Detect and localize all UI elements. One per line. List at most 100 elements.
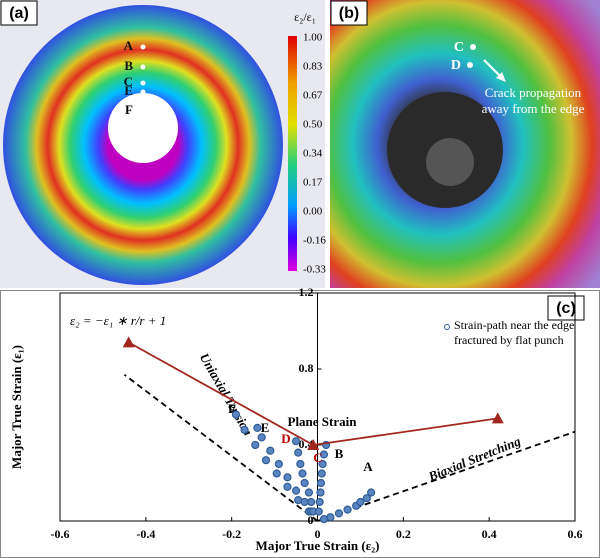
strain-point xyxy=(291,437,301,446)
annotation: Plane Strain xyxy=(288,414,358,429)
x-tick-label: 0.6 xyxy=(568,527,583,541)
x-tick-label: 0 xyxy=(315,527,321,541)
limit-line xyxy=(128,341,498,446)
triangle-marker xyxy=(122,336,135,348)
strain-point xyxy=(356,497,365,507)
point-label: C xyxy=(454,40,464,55)
annotation: B xyxy=(335,446,344,461)
strain-point xyxy=(314,507,323,516)
strain-point xyxy=(266,446,275,455)
punch-center xyxy=(426,138,474,186)
reference-line xyxy=(123,373,319,522)
colorbar-label: 1.00 xyxy=(303,32,323,44)
panel-label-box xyxy=(0,0,38,26)
strain-point xyxy=(316,488,325,497)
hole xyxy=(108,93,178,163)
x-tick-label: 0.4 xyxy=(482,527,497,541)
strain-point xyxy=(296,459,305,469)
legend-label: Strain-path near the edge fractured by f… xyxy=(454,318,575,347)
x-tick-label: -0.6 xyxy=(51,527,70,541)
legend-box: Strain-path near the edge fractured by f… xyxy=(454,318,575,347)
point-dot xyxy=(140,44,146,50)
colorbar-title: ε₂/ε₁ xyxy=(294,10,316,24)
point-dot xyxy=(140,98,146,104)
triangle-marker xyxy=(307,439,320,450)
strain-point xyxy=(343,505,352,514)
strain-point xyxy=(318,459,327,469)
triangle-marker xyxy=(491,412,504,424)
strain-point xyxy=(319,450,329,459)
strain-point xyxy=(362,494,371,503)
y-tick-label: 0 xyxy=(308,513,314,527)
equation: ε₂ = −ε₁ ∗ r/r + 1 xyxy=(70,313,166,328)
annotation: away from the edge xyxy=(482,101,585,116)
reference-label: Biaxial Stretching xyxy=(425,433,523,484)
y-axis-label: Major True Strain (ε₁) xyxy=(9,345,24,469)
strain-point xyxy=(326,513,335,522)
annotation: F xyxy=(228,401,236,416)
point-dot xyxy=(140,89,146,95)
point-dot xyxy=(467,62,473,68)
annotation: E xyxy=(261,420,270,435)
reference-line xyxy=(317,430,576,522)
reference-label: Uniaxial Tension xyxy=(197,350,256,437)
strain-point xyxy=(294,448,303,457)
x-tick-label: -0.2 xyxy=(222,527,241,541)
colorbar-label: 0.83 xyxy=(303,61,323,73)
annotation: D xyxy=(281,431,290,446)
panel-label: (a) xyxy=(9,5,29,22)
strain-point xyxy=(253,423,262,432)
strain-point xyxy=(304,488,314,497)
colorbar-label: 0.17 xyxy=(303,177,323,189)
colorbar-label: -0.16 xyxy=(303,235,326,247)
annotation: A xyxy=(363,459,373,474)
colorbar xyxy=(288,36,297,271)
y-tick-label: 0.8 xyxy=(299,361,314,375)
strain-point xyxy=(291,486,301,495)
colorbar-label: -0.33 xyxy=(303,264,326,276)
point-label: B xyxy=(124,58,133,73)
colorbar-label: 0.50 xyxy=(303,119,323,131)
strain-point xyxy=(261,456,271,465)
strain-point xyxy=(231,410,241,419)
strain-point xyxy=(283,473,292,482)
point-label: D xyxy=(451,58,461,73)
strain-point xyxy=(316,478,326,488)
point-dot xyxy=(140,80,146,86)
strain-point xyxy=(257,433,266,442)
strain-point xyxy=(251,440,260,450)
colorbar-label: 0.00 xyxy=(303,206,323,218)
point-label: C xyxy=(124,74,133,89)
strain-point xyxy=(317,469,326,478)
strain-point xyxy=(283,482,292,491)
strain-point xyxy=(306,497,316,507)
colorbar-label: 0.67 xyxy=(303,90,323,102)
panel-label: (c) xyxy=(556,300,576,317)
strain-point xyxy=(300,478,309,488)
strain-point xyxy=(367,488,376,497)
strain-point xyxy=(240,425,249,434)
point-label: A xyxy=(124,38,134,53)
point-label: F xyxy=(125,102,133,117)
strain-point xyxy=(334,509,344,518)
panel-label: (b) xyxy=(339,5,359,22)
strain-point xyxy=(298,469,307,478)
arrow-head xyxy=(496,72,506,82)
panel-label-box xyxy=(330,0,368,26)
point-dot xyxy=(140,64,146,70)
strain-point xyxy=(315,497,324,507)
annotation: Crack propagation xyxy=(485,85,582,100)
point-dot xyxy=(470,44,476,50)
x-tick-label: 0.2 xyxy=(396,527,411,541)
strain-point xyxy=(274,459,283,469)
strain-point xyxy=(272,469,281,478)
x-axis-label: Major True Strain (ε₂) xyxy=(256,538,380,553)
point-label: E xyxy=(124,83,133,98)
annotation: C xyxy=(313,450,322,465)
x-tick-label: -0.4 xyxy=(136,527,155,541)
y-tick-label: 1.2 xyxy=(299,285,314,299)
colorbar-label: 0.34 xyxy=(303,148,323,160)
legend-marker xyxy=(444,324,450,330)
panel-label-box xyxy=(547,295,585,321)
